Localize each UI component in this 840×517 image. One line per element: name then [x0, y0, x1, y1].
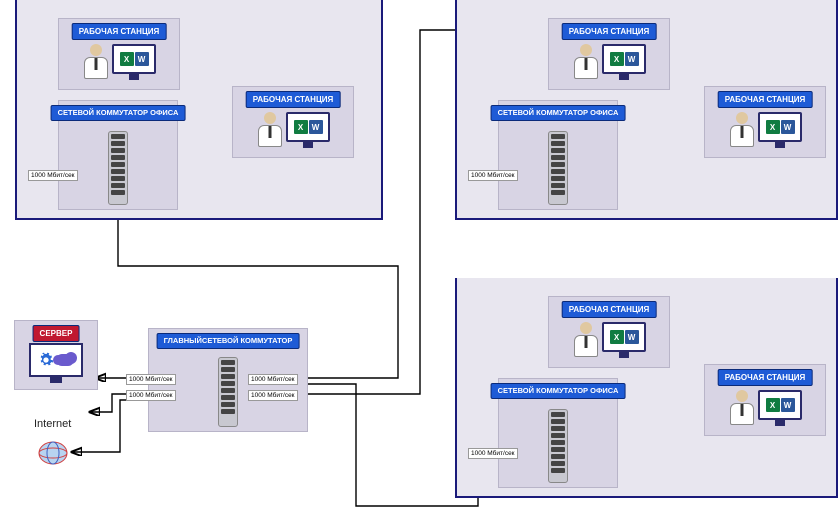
workstation-title: РАБОЧАЯ СТАНЦИЯ: [718, 369, 813, 386]
person-icon: [572, 44, 600, 80]
workstation-node: РАБОЧАЯ СТАНЦИЯ XW: [704, 364, 826, 436]
excel-icon: X: [294, 120, 308, 134]
word-icon: W: [781, 398, 795, 412]
workstation-title: РАБОЧАЯ СТАНЦИЯ: [562, 301, 657, 318]
monitor-icon: XW: [758, 390, 802, 426]
person-icon: [728, 112, 756, 148]
word-icon: W: [625, 330, 639, 344]
office-switch-title: СЕТЕВОЙ КОММУТАТОР ОФИСА: [51, 105, 186, 121]
internet-globe-icon: [32, 438, 74, 468]
workstation-node: РАБОЧАЯ СТАНЦИЯ XW: [548, 296, 670, 368]
workstation-node: РАБОЧАЯ СТАНЦИЯ XW: [548, 18, 670, 90]
diagram-canvas: СЕРВЕР ГЛАВНЫЙСЕТЕВОЙ КОММУТАТОР Interne…: [0, 0, 840, 517]
excel-icon: X: [766, 398, 780, 412]
monitor-icon: XW: [758, 112, 802, 148]
workstation-title: РАБОЧАЯ СТАНЦИЯ: [246, 91, 341, 108]
cloud-icon: [56, 354, 74, 366]
office-switch-node: СЕТЕВОЙ КОММУТАТОР ОФИСА: [58, 100, 178, 210]
main-switch-title: ГЛАВНЫЙСЕТЕВОЙ КОММУТАТОР: [157, 333, 300, 349]
person-icon: [572, 322, 600, 358]
excel-icon: X: [610, 330, 624, 344]
switch-device-icon: [548, 409, 568, 483]
word-icon: W: [135, 52, 149, 66]
workstation-node: РАБОЧАЯ СТАНЦИЯ XW: [704, 86, 826, 158]
server-illustration: [21, 343, 91, 383]
word-icon: W: [625, 52, 639, 66]
word-icon: W: [781, 120, 795, 134]
speed-label: 1000 Мбит/сек: [468, 170, 518, 181]
workstation-title: РАБОЧАЯ СТАНЦИЯ: [718, 91, 813, 108]
monitor-icon: XW: [286, 112, 330, 148]
office-switch-node: СЕТЕВОЙ КОММУТАТОР ОФИСА: [498, 100, 618, 210]
word-icon: W: [309, 120, 323, 134]
person-icon: [728, 390, 756, 426]
office-switch-title: СЕТЕВОЙ КОММУТАТОР ОФИСА: [491, 105, 626, 121]
internet-label: Internet: [34, 418, 71, 430]
server-node: СЕРВЕР: [14, 320, 98, 390]
main-switch-device-icon: [218, 357, 238, 427]
speed-label: 1000 Мбит/сек: [28, 170, 78, 181]
switch-device-icon: [108, 131, 128, 205]
excel-icon: X: [120, 52, 134, 66]
workstation-title: РАБОЧАЯ СТАНЦИЯ: [562, 23, 657, 40]
workstation-illustration: XW: [555, 319, 663, 361]
excel-icon: X: [610, 52, 624, 66]
gear-icon: [38, 352, 54, 368]
speed-label: 1000 Мбит/сек: [248, 374, 298, 385]
monitor-icon: XW: [602, 322, 646, 358]
workstation-illustration: XW: [239, 109, 347, 151]
workstation-node: РАБОЧАЯ СТАНЦИЯ XW: [58, 18, 180, 90]
office-switch-title: СЕТЕВОЙ КОММУТАТОР ОФИСА: [491, 383, 626, 399]
office-switch-node: СЕТЕВОЙ КОММУТАТОР ОФИСА: [498, 378, 618, 488]
monitor-icon: XW: [112, 44, 156, 80]
excel-icon: X: [766, 120, 780, 134]
speed-label: 1000 Мбит/сек: [468, 448, 518, 459]
speed-label: 1000 Мбит/сек: [126, 374, 176, 385]
workstation-illustration: XW: [65, 41, 173, 83]
workstation-illustration: XW: [711, 387, 819, 429]
switch-device-icon: [548, 131, 568, 205]
person-icon: [82, 44, 110, 80]
speed-label: 1000 Мбит/сек: [248, 390, 298, 401]
speed-label: 1000 Мбит/сек: [126, 390, 176, 401]
person-icon: [256, 112, 284, 148]
monitor-icon: XW: [602, 44, 646, 80]
workstation-illustration: XW: [711, 109, 819, 151]
server-title: СЕРВЕР: [33, 325, 80, 342]
workstation-illustration: XW: [555, 41, 663, 83]
workstation-node: РАБОЧАЯ СТАНЦИЯ XW: [232, 86, 354, 158]
workstation-title: РАБОЧАЯ СТАНЦИЯ: [72, 23, 167, 40]
